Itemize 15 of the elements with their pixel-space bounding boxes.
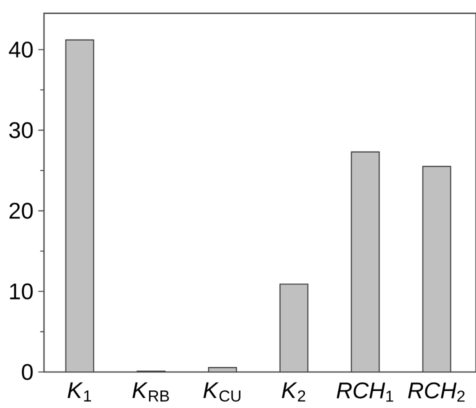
x-tick-label: K$_{RB}$ <box>132 382 169 402</box>
y-tick-label: 40 <box>8 42 33 58</box>
bar <box>350 151 380 372</box>
y-tick-label: 20 <box>10 202 33 219</box>
x-tick-label: K$_{2}$ <box>282 382 306 402</box>
y-tick-label: 0 <box>22 364 33 380</box>
x-tick-label: K$_{CU}$ <box>203 382 240 402</box>
bar <box>279 284 308 372</box>
y-tick-label: 10 <box>10 283 33 300</box>
x-tick-label: RCH$_{2}$ <box>408 382 465 402</box>
x-tick-label: RCH$_{1}$ <box>336 382 394 402</box>
bar <box>65 39 94 372</box>
bar <box>422 166 452 372</box>
x-tick-label: K$_{1}$ <box>68 382 91 402</box>
y-tick-label: 30 <box>9 122 33 138</box>
